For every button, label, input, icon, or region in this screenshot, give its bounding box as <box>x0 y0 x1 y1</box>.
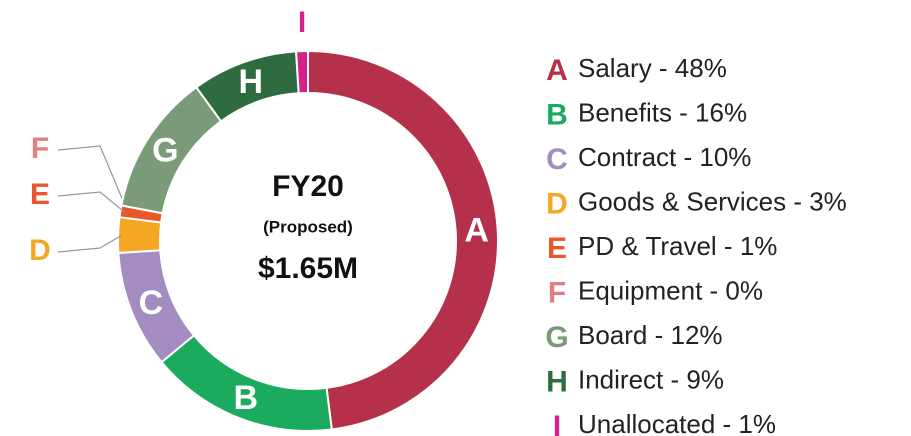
legend-letter: B <box>546 98 568 131</box>
legend-letter: D <box>546 187 568 220</box>
segment-letter: E <box>30 178 50 211</box>
segment-letter: F <box>31 132 49 165</box>
chart-title: FY20 <box>272 170 344 203</box>
segment-letter: G <box>152 131 178 169</box>
legend-label: Equipment - 0% <box>578 275 763 305</box>
legend-label: Salary - 48% <box>578 53 727 83</box>
legend-letter: I <box>553 410 561 436</box>
legend-label: Contract - 10% <box>578 142 751 172</box>
legend-letter: C <box>546 143 568 176</box>
legend-letter: G <box>545 321 568 354</box>
legend-label: Goods & Services - 3% <box>578 186 847 216</box>
legend-label: Indirect - 9% <box>578 364 724 394</box>
legend-label: Board - 12% <box>578 320 723 350</box>
leader-line <box>57 234 123 253</box>
legend-letter: F <box>548 276 566 309</box>
segment-letter: I <box>298 6 306 39</box>
donut-segment <box>307 49 500 431</box>
legend-letter: A <box>546 54 568 87</box>
segment-letter: H <box>238 63 263 101</box>
total-label: $1.65M <box>258 252 358 285</box>
leader-line <box>57 145 126 207</box>
legend-label: Unallocated - 1% <box>578 409 776 436</box>
segment-letter: C <box>139 284 164 322</box>
segment-letter: A <box>464 211 489 249</box>
chart-subtitle: (Proposed) <box>263 217 353 236</box>
segment-letter: B <box>234 379 259 417</box>
legend-label: Benefits - 16% <box>578 97 747 127</box>
segment-letter: D <box>29 234 51 267</box>
donut-segment <box>295 49 309 95</box>
legend-letter: E <box>547 232 567 265</box>
leader-line <box>57 191 125 213</box>
legend-letter: H <box>546 365 568 398</box>
legend-label: PD & Travel - 1% <box>578 231 777 261</box>
